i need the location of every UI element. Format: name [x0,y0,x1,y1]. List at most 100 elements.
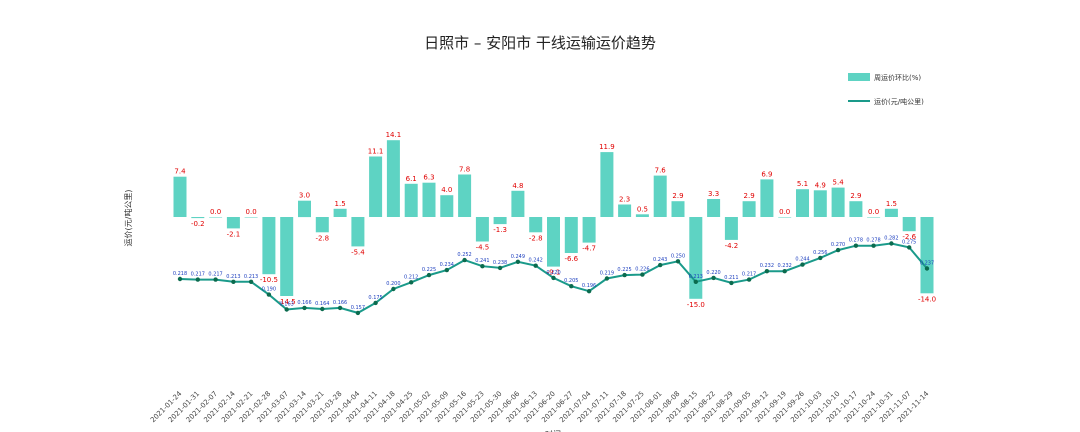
line-point [177,276,183,282]
line-value-label: 0.196 [582,283,596,289]
line-point [195,277,200,282]
line-value-label: 0.217 [208,272,222,278]
bar [369,156,383,217]
bar-value-label: -14.5 [278,298,296,306]
line-point [302,305,307,311]
bar [813,190,827,217]
line-value-label: 0.225 [617,267,631,273]
line-value-label: 0.243 [653,257,667,263]
line-point [818,255,823,261]
bar-value-label: 11.9 [599,143,615,151]
line-point [533,263,538,268]
bar [635,214,649,217]
bar [600,152,614,217]
bar [511,190,525,217]
bar-value-label: 11.1 [368,148,384,156]
bar-value-label: -0.2 [191,220,205,228]
bar [778,217,792,218]
line-point [426,272,432,278]
line-point [497,265,503,271]
line-value-label: 0.282 [884,236,898,242]
line-point [462,257,467,263]
line-point [284,307,289,312]
bar-value-label: -2.8 [529,234,543,242]
bar-value-label: 1.5 [886,200,897,208]
line-value-label: 0.220 [706,270,720,276]
bar [742,201,756,217]
line-value-label: 0.217 [742,272,756,278]
bar-value-label: 3.3 [708,190,719,198]
bar [831,187,845,217]
line-value-label: 0.256 [813,250,827,256]
bar-value-label: -2.6 [902,233,916,241]
bar [298,200,311,218]
bar [226,217,240,229]
line-point [213,277,218,282]
line-value-label: 0.220 [546,270,560,276]
line-value-label: 0.213 [244,274,258,280]
bar-value-label: 5.1 [797,180,808,188]
bar [760,179,774,217]
x-axis-label: 时间 [545,429,561,432]
line-point [782,269,787,274]
legend-line-label: 运价(元/吨公里) [874,97,924,106]
line-point [746,277,752,282]
line-point [658,262,663,268]
bar-value-label: -6.6 [564,255,578,263]
chart-title: 日照市 – 安阳市 干线运输运价趋势 [424,34,656,52]
line-value-label: 0.249 [511,254,525,260]
bar [849,201,863,217]
bar [351,217,365,247]
line-point [907,245,912,250]
bar [173,176,187,217]
line-point [320,306,325,312]
line-value-label: 0.278 [849,238,863,244]
bar [689,217,703,299]
bar-value-label: -2.8 [315,234,329,242]
bar [920,217,934,294]
bar-value-label: 2.9 [744,192,755,200]
line-point [391,286,396,292]
bar [618,204,632,217]
bar [884,208,898,217]
bar-value-label: 0.5 [637,205,648,213]
x-ticks: 2021-01-242021-01-312021-02-072021-02-14… [149,389,931,424]
line-point [551,275,556,281]
line-value-label: 0.217 [191,272,205,278]
line-value-label: 0.163 [280,302,294,308]
line-value-label: 0.190 [262,287,276,293]
line-value-label: 0.238 [493,260,507,266]
bar [262,217,276,275]
bar-value-label: 2.9 [850,192,861,200]
bar-value-label: 7.4 [174,168,186,176]
line-value-label: 0.218 [173,271,187,277]
bar [386,140,400,217]
bar-value-label: 14.1 [386,131,402,139]
bar-value-label: 7.8 [459,166,470,174]
bar-value-label: 4.0 [441,186,452,194]
line-point [640,272,645,277]
bar-value-label: -4.5 [476,244,490,252]
bar [333,208,347,217]
line-value-label: 0.232 [778,263,792,269]
bar-value-label: 0.0 [210,208,221,216]
line-value-label: 0.211 [724,275,738,281]
bar [796,189,809,217]
bar-value-label: 3.0 [299,192,310,200]
bar-labels: 7.4 -0.2 0.0 -2.1 0.0 -10.5 -14.5 3.0 -2.8 1.5 -5.… [174,131,936,309]
line-value-label: 0.242 [529,258,543,264]
bar-value-label: -14.0 [918,295,936,303]
bar [547,217,560,267]
line-point [889,241,894,246]
bar [529,217,543,233]
line-point [675,259,681,264]
line-point [231,279,236,284]
line-value-label: 0.237 [920,261,934,267]
line-value-label: 0.241 [475,258,489,264]
line-value-label: 0.205 [564,278,578,284]
line-value-label: 0.200 [386,281,400,287]
line-point [764,269,770,274]
bar-value-label: -15.0 [687,301,705,309]
